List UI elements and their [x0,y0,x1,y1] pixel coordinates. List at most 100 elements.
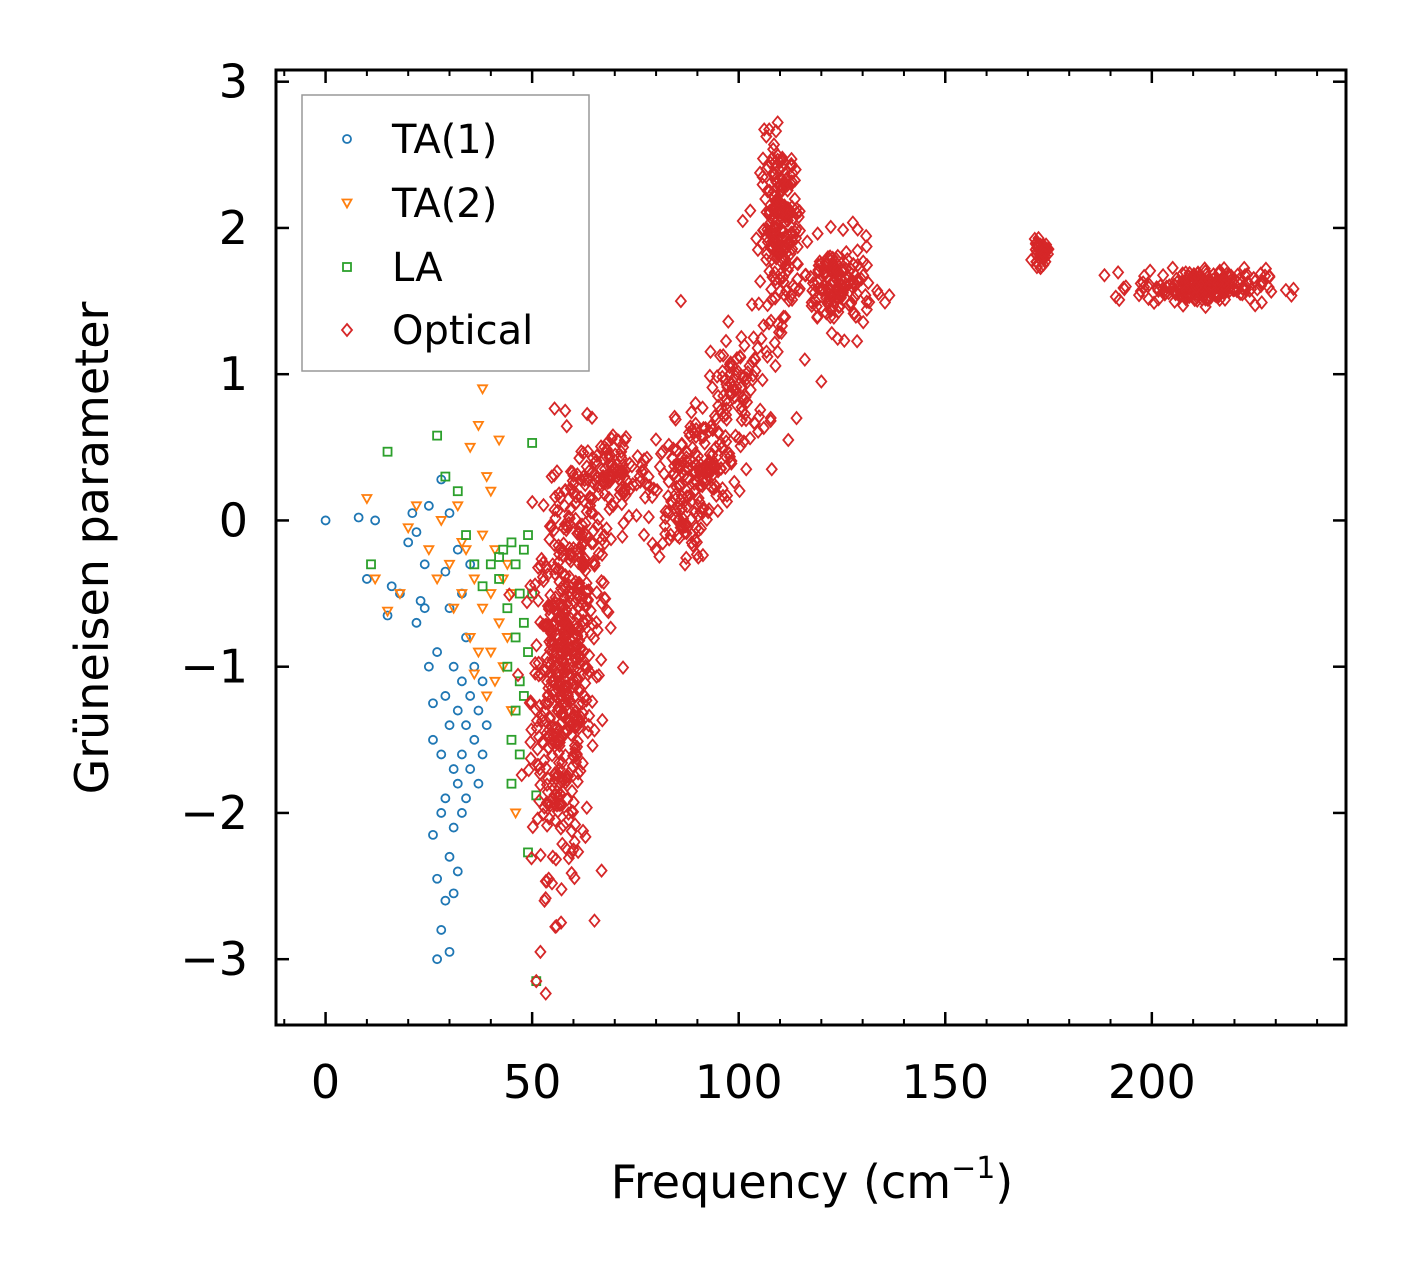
data-point [805,295,818,310]
data-point [448,822,459,833]
data-point [787,278,800,293]
plot-frame [274,68,1348,1027]
data-point [537,753,551,769]
data-point [717,408,730,424]
data-point [562,806,575,822]
data-point [576,823,590,839]
data-point [637,527,651,543]
data-point [1212,289,1225,305]
data-point [573,545,586,560]
data-point [528,577,542,593]
data-point [836,222,850,238]
legend-label-la: LA [392,245,443,291]
data-point [616,529,629,545]
data-point [509,808,522,820]
data-point [532,655,545,671]
data-point [784,246,797,262]
data-point [801,234,814,250]
data-point [733,483,746,499]
data-point [832,304,845,320]
data-point [751,340,764,356]
data-point [583,647,596,663]
data-point [527,438,538,448]
data-point [768,335,781,351]
data-point [525,850,538,866]
data-point [543,634,556,649]
data-point [845,278,858,294]
data-point [728,389,742,405]
data-point [1033,251,1046,266]
data-point [774,283,787,299]
data-point [541,771,555,787]
data-point [728,474,741,490]
data-point [744,203,757,219]
data-point [823,288,837,304]
data-point [1259,261,1273,277]
data-point [550,464,564,479]
data-point [696,400,709,416]
data-point [1142,291,1155,307]
data-point [684,494,698,510]
data-point [708,477,721,493]
data-point [680,499,694,514]
data-point [436,925,447,935]
data-point [541,797,555,812]
data-point [1176,298,1190,313]
data-point [561,686,574,702]
data-point [810,299,823,314]
data-point [548,502,561,518]
data-point [568,834,581,850]
data-point [883,287,896,303]
data-point [752,296,765,312]
data-point [811,226,824,242]
data-point [361,574,372,584]
data-point [812,258,825,273]
data-point [782,292,796,308]
data-point [532,667,545,683]
data-point [1208,287,1222,303]
data-point [506,537,517,548]
data-point [604,531,618,547]
data-point [838,333,851,349]
data-point [571,765,585,781]
data-point [735,403,749,419]
data-point [1203,272,1217,288]
data-point [833,285,847,300]
data-point [443,559,456,571]
data-point [603,501,616,517]
data-point [488,545,501,557]
data-point [595,573,608,589]
data-point [553,786,566,801]
data-point [569,489,583,505]
data-point [407,508,418,519]
data-point [711,503,725,519]
data-point [584,627,598,642]
data-point [848,306,861,321]
data-point [669,510,682,526]
data-point [514,676,525,687]
data-point [573,633,586,649]
y-tick-labels: −3 −2 −1 0 1 2 3 [180,55,248,986]
data-point [576,705,590,721]
data-point [381,606,394,618]
data-point [451,501,464,513]
data-point [765,292,778,308]
data-point [541,688,554,704]
data-point [510,632,521,643]
data-point [572,575,585,591]
data-point [603,447,617,463]
data-point [590,614,603,630]
data-point [584,491,597,507]
data-point [716,364,729,379]
data-point [510,705,521,716]
data-point [543,665,557,681]
data-point [585,410,599,426]
data-point [435,516,448,527]
data-point [857,268,870,283]
data-point [432,647,443,657]
data-point [555,729,568,745]
data-point [653,459,667,475]
data-point [857,314,870,330]
data-point [716,488,730,504]
data-point [432,954,443,965]
